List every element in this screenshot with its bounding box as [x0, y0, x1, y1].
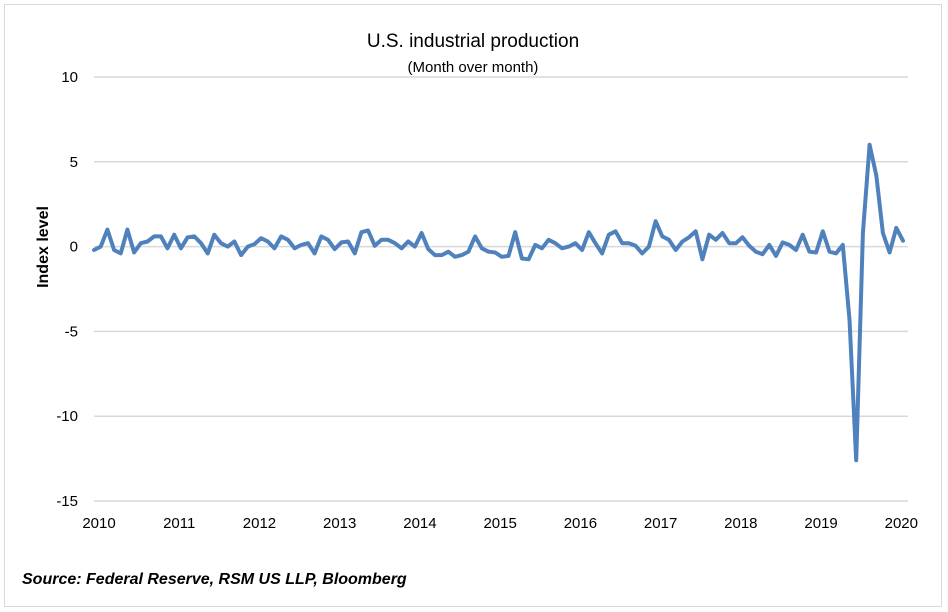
x-tick-label: 2020	[885, 515, 918, 532]
x-tick-label: 2019	[804, 515, 837, 532]
x-tick-label: 2011	[163, 515, 195, 532]
x-tick-label: 2014	[403, 515, 436, 532]
source-note: Source: Federal Reserve, RSM US LLP, Blo…	[22, 571, 407, 588]
chart-frame	[4, 4, 942, 607]
y-tick-label: -5	[65, 323, 78, 340]
chart-title: U.S. industrial production	[367, 31, 579, 52]
chart-subtitle: (Month over month)	[408, 59, 539, 76]
x-tick-label: 2013	[323, 515, 356, 532]
y-axis-label: Index level	[35, 206, 52, 288]
y-tick-label: -10	[56, 408, 78, 425]
x-tick-label: 2012	[243, 515, 276, 532]
x-tick-label: 2015	[483, 515, 516, 532]
x-tick-label: 2016	[564, 515, 597, 532]
x-tick-label: 2017	[644, 515, 677, 532]
x-axis-ticks: 2010 2011 2012 2013 2014 2015 2016 2017 2018 2019…	[82, 515, 918, 532]
y-tick-label: -15	[56, 493, 78, 510]
x-tick-label: 2018	[724, 515, 757, 532]
y-tick-label: 5	[70, 154, 78, 171]
x-tick-label: 2010	[82, 515, 115, 532]
y-tick-label: 0	[70, 239, 78, 256]
gridlines	[94, 76, 908, 502]
y-axis-ticks: 10 5 0 -5 -10 -15	[56, 69, 78, 510]
y-tick-label: 10	[61, 69, 78, 86]
series-line	[92, 142, 905, 463]
